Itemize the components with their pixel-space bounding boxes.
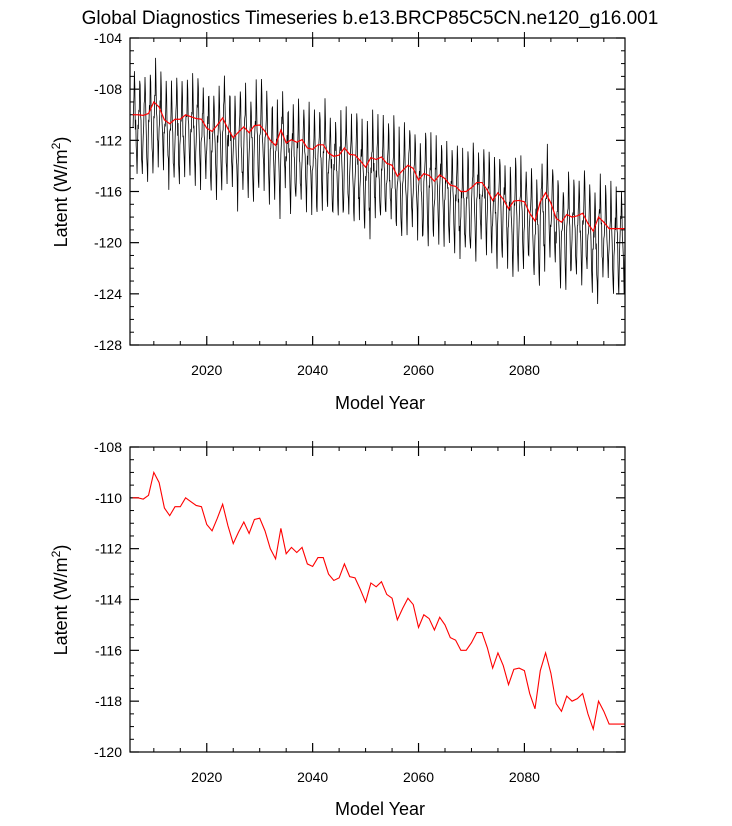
bottom-y-tick-label: -110	[95, 490, 122, 506]
top-x-tick-label: 2060	[403, 362, 434, 378]
bottom-annual-series-line	[132, 470, 625, 732]
bottom-y-axis-title-main: Latent (W/m	[51, 557, 71, 655]
bottom-x-tick-label: 2020	[191, 769, 222, 785]
top-x-tick-label: 2080	[509, 362, 540, 378]
bottom-y-tick-label: -112	[95, 541, 122, 557]
bottom-x-tick-label: 2040	[297, 769, 328, 785]
top-ticks	[130, 32, 625, 346]
bottom-panel: 2020 2040 2060 2080 -108 -110 -112 -114 -116 -118…	[49, 439, 626, 819]
top-y-tick-label: -124	[94, 286, 122, 302]
top-x-axis-title: Model Year	[335, 393, 425, 413]
top-y-tick-label: -116	[95, 184, 122, 200]
top-panel: 2020 2040 2060 2080 -104 -108 -112 -116 -120 -124…	[49, 30, 626, 413]
bottom-x-tick-label: 2080	[509, 769, 540, 785]
top-y-axis-title-main: Latent (W/m	[51, 149, 71, 247]
bottom-tick-labels: 2020 2040 2060 2080 -108 -110 -112 -114 -116 -118…	[94, 439, 540, 785]
top-y-tick-label: -112	[95, 132, 122, 148]
top-y-tick-label: -120	[94, 235, 122, 251]
bottom-y-tick-label: -118	[95, 693, 122, 709]
top-monthly-series-line	[132, 57, 625, 304]
bottom-y-axis-title-close: )	[51, 545, 71, 551]
bottom-ticks	[130, 441, 625, 753]
top-y-axis-title-sup: 2	[49, 142, 63, 149]
top-y-tick-label: -108	[94, 81, 122, 97]
top-annual-series-line	[132, 100, 625, 233]
top-y-tick-label: -128	[94, 337, 122, 353]
bottom-y-tick-label: -116	[95, 642, 122, 658]
bottom-y-tick-label: -120	[94, 744, 122, 760]
bottom-y-axis-title: Latent (W/m2)	[49, 545, 71, 656]
top-plot-frame	[129, 37, 626, 346]
bottom-y-tick-label: -114	[95, 592, 122, 608]
bottom-x-axis-title: Model Year	[335, 799, 425, 819]
top-tick-labels: 2020 2040 2060 2080 -104 -108 -112 -116 -120 -124…	[94, 30, 540, 378]
bottom-plot-frame	[129, 446, 626, 753]
bottom-y-axis-title-sup: 2	[49, 550, 63, 557]
top-x-tick-label: 2020	[191, 362, 222, 378]
bottom-y-tick-label: -108	[94, 439, 122, 455]
top-y-tick-label: -104	[94, 30, 122, 46]
top-y-axis-title: Latent (W/m2)	[49, 137, 71, 248]
top-x-tick-label: 2040	[297, 362, 328, 378]
figure-title: Global Diagnostics Timeseries b.e13.BRCP…	[82, 8, 659, 29]
top-y-axis-title-close: )	[51, 137, 71, 143]
bottom-x-tick-label: 2060	[403, 769, 434, 785]
